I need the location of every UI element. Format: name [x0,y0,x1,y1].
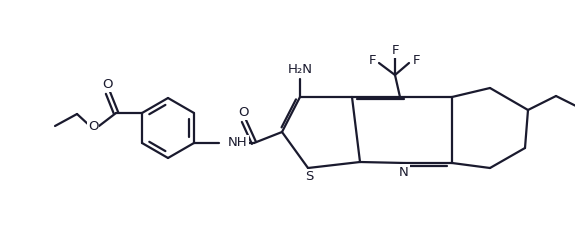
Text: F: F [391,43,398,56]
Text: NH: NH [228,137,248,149]
Text: F: F [368,54,375,67]
Text: N: N [399,165,409,179]
Text: O: O [102,78,112,90]
Text: S: S [305,171,313,184]
Text: O: O [239,106,249,118]
Text: H₂N: H₂N [288,63,312,75]
Text: F: F [412,54,420,67]
Text: O: O [88,121,98,133]
